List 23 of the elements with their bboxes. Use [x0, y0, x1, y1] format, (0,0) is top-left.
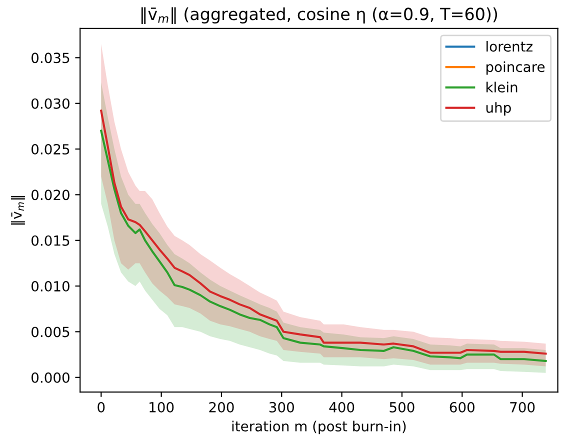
legend-label: lorentz: [486, 40, 532, 52]
legend-label: poincare: [486, 61, 545, 75]
x-axis-title: iteration m (post burn-in): [232, 420, 406, 434]
x-tick-label: 700: [510, 402, 535, 412]
x-tick-label: 200: [209, 402, 234, 412]
y-tick-label: 0.025: [32, 144, 70, 155]
y-tick-label: 0.010: [32, 281, 70, 292]
y-axis-title: ‖v̄$_{m}$‖: [11, 196, 25, 225]
x-tick-label: 500: [390, 402, 414, 412]
x-tick-label: 400: [329, 402, 354, 412]
legend-label: klein: [486, 82, 518, 92]
y-tick-label: 0.000: [32, 372, 70, 383]
x-tick-label: 100: [150, 402, 174, 412]
chart-title: ‖v̄$_{m}$‖ (aggregated, cosine η (α=0.9, T=60)): [141, 7, 498, 24]
y-tick-label: 0.020: [32, 190, 70, 200]
y-tick-label: 0.015: [32, 235, 70, 246]
x-tick-label: 600: [450, 402, 474, 412]
y-tick-label: 0.035: [32, 52, 70, 64]
x-tick-label: 300: [269, 402, 294, 412]
x-tick-label: 0: [98, 402, 105, 412]
y-tick-label: 0.005: [32, 326, 70, 338]
legend-label: uhp: [486, 102, 511, 116]
y-tick-label: 0.030: [32, 98, 70, 109]
